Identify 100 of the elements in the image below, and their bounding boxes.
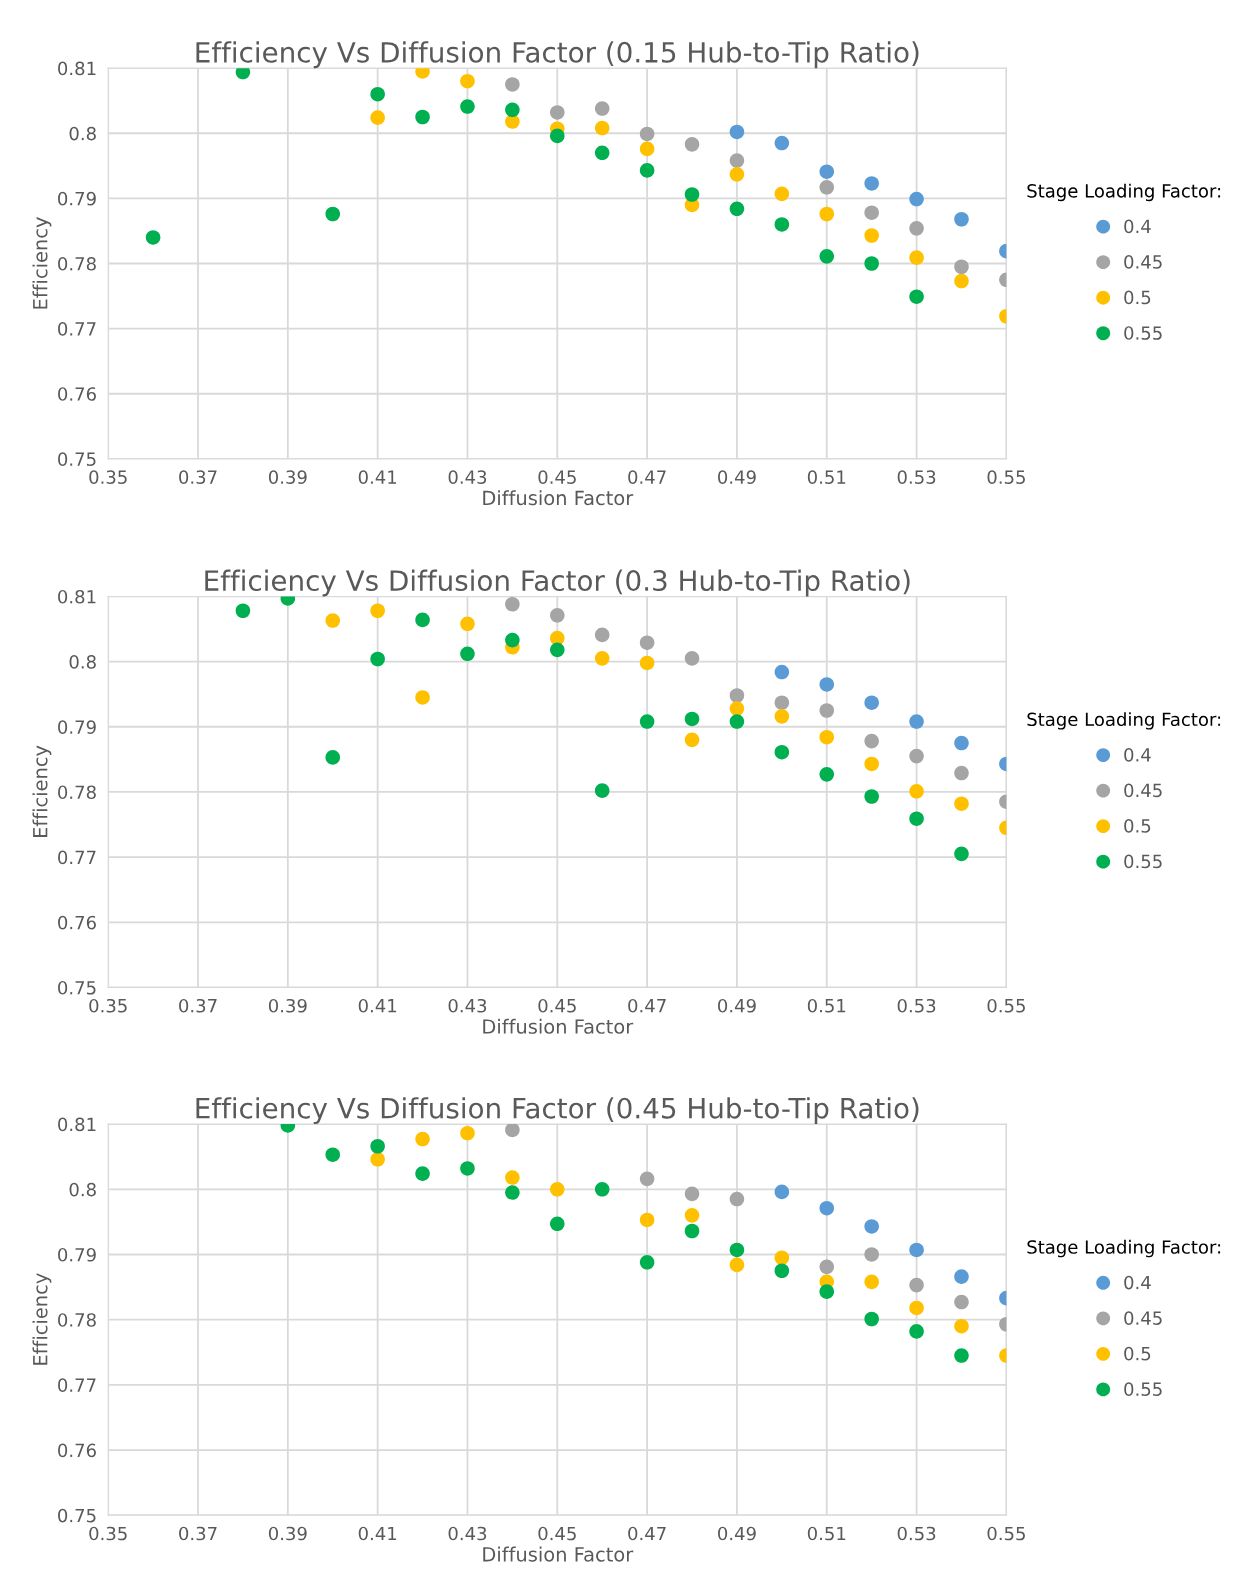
point	[594, 783, 610, 798]
y-tick-label: 0.76	[58, 1443, 96, 1458]
y-tick-label: 0.76	[58, 387, 96, 401]
point	[639, 714, 655, 729]
x-tick-label: 0.53	[897, 998, 936, 1013]
point	[505, 1170, 520, 1185]
point	[505, 102, 520, 118]
point	[460, 73, 475, 89]
x-tick-label: 0.41	[358, 1526, 397, 1541]
point	[684, 711, 700, 727]
point	[774, 1263, 790, 1279]
point	[774, 217, 790, 232]
point	[729, 1257, 745, 1273]
point	[819, 677, 835, 692]
point	[370, 603, 385, 619]
point	[864, 789, 879, 804]
x-axis-title: Diffusion Factor	[483, 1018, 634, 1034]
point	[774, 695, 790, 710]
legend-label: 0.4	[1124, 1275, 1151, 1290]
point	[594, 1181, 610, 1197]
point	[954, 1348, 969, 1363]
point	[550, 105, 565, 120]
point	[864, 205, 879, 220]
point	[954, 796, 969, 811]
point	[864, 1219, 879, 1234]
point	[774, 744, 790, 760]
point	[774, 186, 790, 202]
x-tick-label: 0.55	[987, 470, 1025, 484]
x-tick-label: 0.45	[538, 1526, 576, 1541]
point	[909, 250, 924, 265]
y-tick-label: 0.81	[58, 61, 96, 76]
y-tick-label: 0.78	[58, 256, 96, 271]
point	[864, 1274, 879, 1290]
point	[415, 690, 430, 705]
y-tick-label: 0.79	[58, 191, 96, 206]
point	[684, 732, 700, 748]
point	[729, 1191, 745, 1207]
y-tick-label: 0.75	[58, 1508, 96, 1523]
legend-title: Stage Loading Factor:	[1027, 1239, 1221, 1258]
point	[819, 703, 835, 718]
x-tick-label: 0.47	[628, 470, 666, 484]
point	[954, 1318, 969, 1334]
point	[639, 655, 655, 671]
point	[864, 1247, 879, 1262]
point	[819, 164, 835, 179]
legend-title: Stage Loading Factor:	[1027, 712, 1221, 730]
point	[909, 1324, 924, 1339]
legend-label: 0.4	[1124, 219, 1151, 234]
point	[909, 1277, 924, 1293]
legend-label: 0.45	[1124, 1311, 1162, 1325]
y-tick-label: 0.77	[58, 850, 96, 865]
point	[864, 256, 879, 271]
point	[460, 99, 475, 114]
x-tick-label: 0.43	[448, 470, 487, 484]
x-tick-label: 0.45	[538, 470, 576, 484]
point	[684, 1208, 700, 1223]
point	[594, 101, 610, 116]
point	[505, 77, 520, 92]
point	[909, 1242, 924, 1258]
point	[325, 1147, 341, 1163]
legend-label: 0.55	[1124, 326, 1162, 340]
point	[864, 733, 879, 749]
x-tick-label: 0.41	[358, 998, 397, 1013]
point	[415, 109, 430, 125]
point	[684, 1223, 700, 1239]
point	[729, 153, 745, 168]
y-tick-label: 0.78	[58, 785, 96, 800]
point	[370, 86, 385, 102]
point	[729, 201, 745, 217]
point	[909, 191, 924, 207]
point	[415, 612, 430, 628]
point	[505, 1185, 520, 1200]
point	[415, 1131, 430, 1147]
x-tick-label: 0.35	[89, 1526, 127, 1541]
point	[505, 1124, 520, 1138]
point	[909, 748, 924, 764]
point	[684, 187, 700, 202]
x-tick-label: 0.49	[718, 1526, 756, 1541]
point	[729, 688, 745, 703]
y-axis-title: Efficiency	[32, 217, 52, 309]
point	[370, 110, 385, 125]
legend-label: 0.4	[1124, 748, 1151, 762]
y-tick-label: 0.77	[58, 322, 96, 336]
point	[594, 120, 610, 136]
point	[954, 846, 969, 862]
point	[909, 811, 924, 826]
point	[819, 180, 835, 195]
point	[864, 1311, 879, 1327]
point	[370, 1152, 385, 1167]
point	[819, 1284, 835, 1299]
y-tick-label: 0.75	[58, 980, 96, 995]
point	[145, 230, 161, 245]
point	[594, 627, 610, 643]
y-tick-label: 0.78	[58, 1313, 96, 1327]
point	[639, 163, 655, 178]
x-tick-label: 0.51	[807, 998, 846, 1013]
point	[954, 735, 969, 751]
chart-title: Efficiency Vs Diffusion Factor (0.15 Hub-to-Tip Ratio)	[196, 41, 919, 69]
x-tick-label: 0.35	[89, 998, 127, 1013]
point	[460, 616, 475, 632]
